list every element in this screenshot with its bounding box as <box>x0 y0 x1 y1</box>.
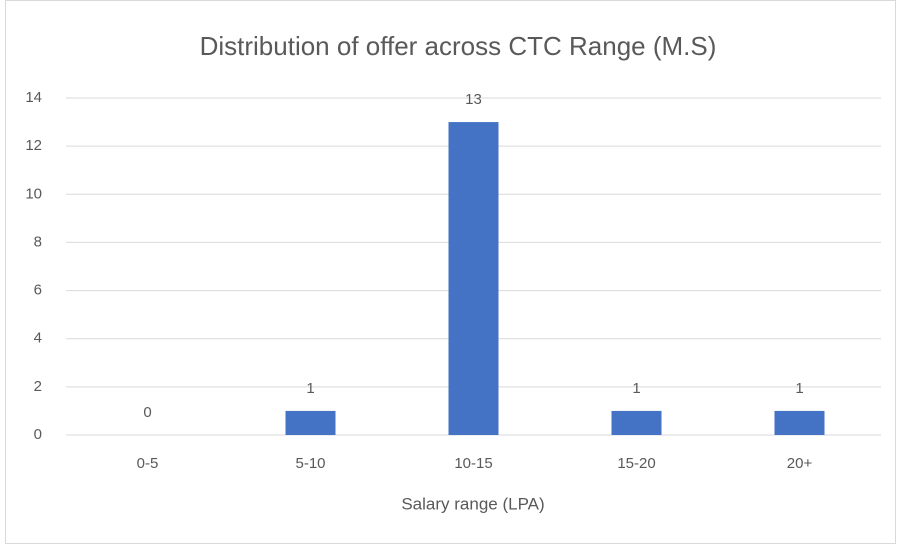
y-tick-label: 4 <box>34 330 42 347</box>
x-tick-label: 10-15 <box>454 455 492 472</box>
x-tick-label: 5-10 <box>295 455 325 472</box>
chart-title: Distribution of offer across CTC Range (… <box>200 31 717 61</box>
y-tick-label: 6 <box>34 282 42 299</box>
data-label: 0 <box>143 404 151 421</box>
y-tick-label: 12 <box>25 137 42 154</box>
data-label: 1 <box>306 380 314 397</box>
bar <box>285 410 336 435</box>
y-tick-label: 14 <box>25 89 42 106</box>
y-tick-label: 0 <box>34 426 42 443</box>
y-tick-label: 10 <box>25 185 42 202</box>
x-tick-label: 20+ <box>787 455 813 472</box>
data-label: 1 <box>795 380 803 397</box>
x-axis-title: Salary range (LPA) <box>401 494 544 513</box>
y-tick-label: 2 <box>34 378 42 395</box>
x-tick-label: 0-5 <box>137 455 159 472</box>
bar <box>448 122 499 436</box>
data-label: 1 <box>632 380 640 397</box>
bar <box>611 410 662 435</box>
data-label: 13 <box>465 91 482 108</box>
y-tick-label: 8 <box>34 233 42 250</box>
x-tick-label: 15-20 <box>617 455 655 472</box>
bar <box>774 410 825 435</box>
